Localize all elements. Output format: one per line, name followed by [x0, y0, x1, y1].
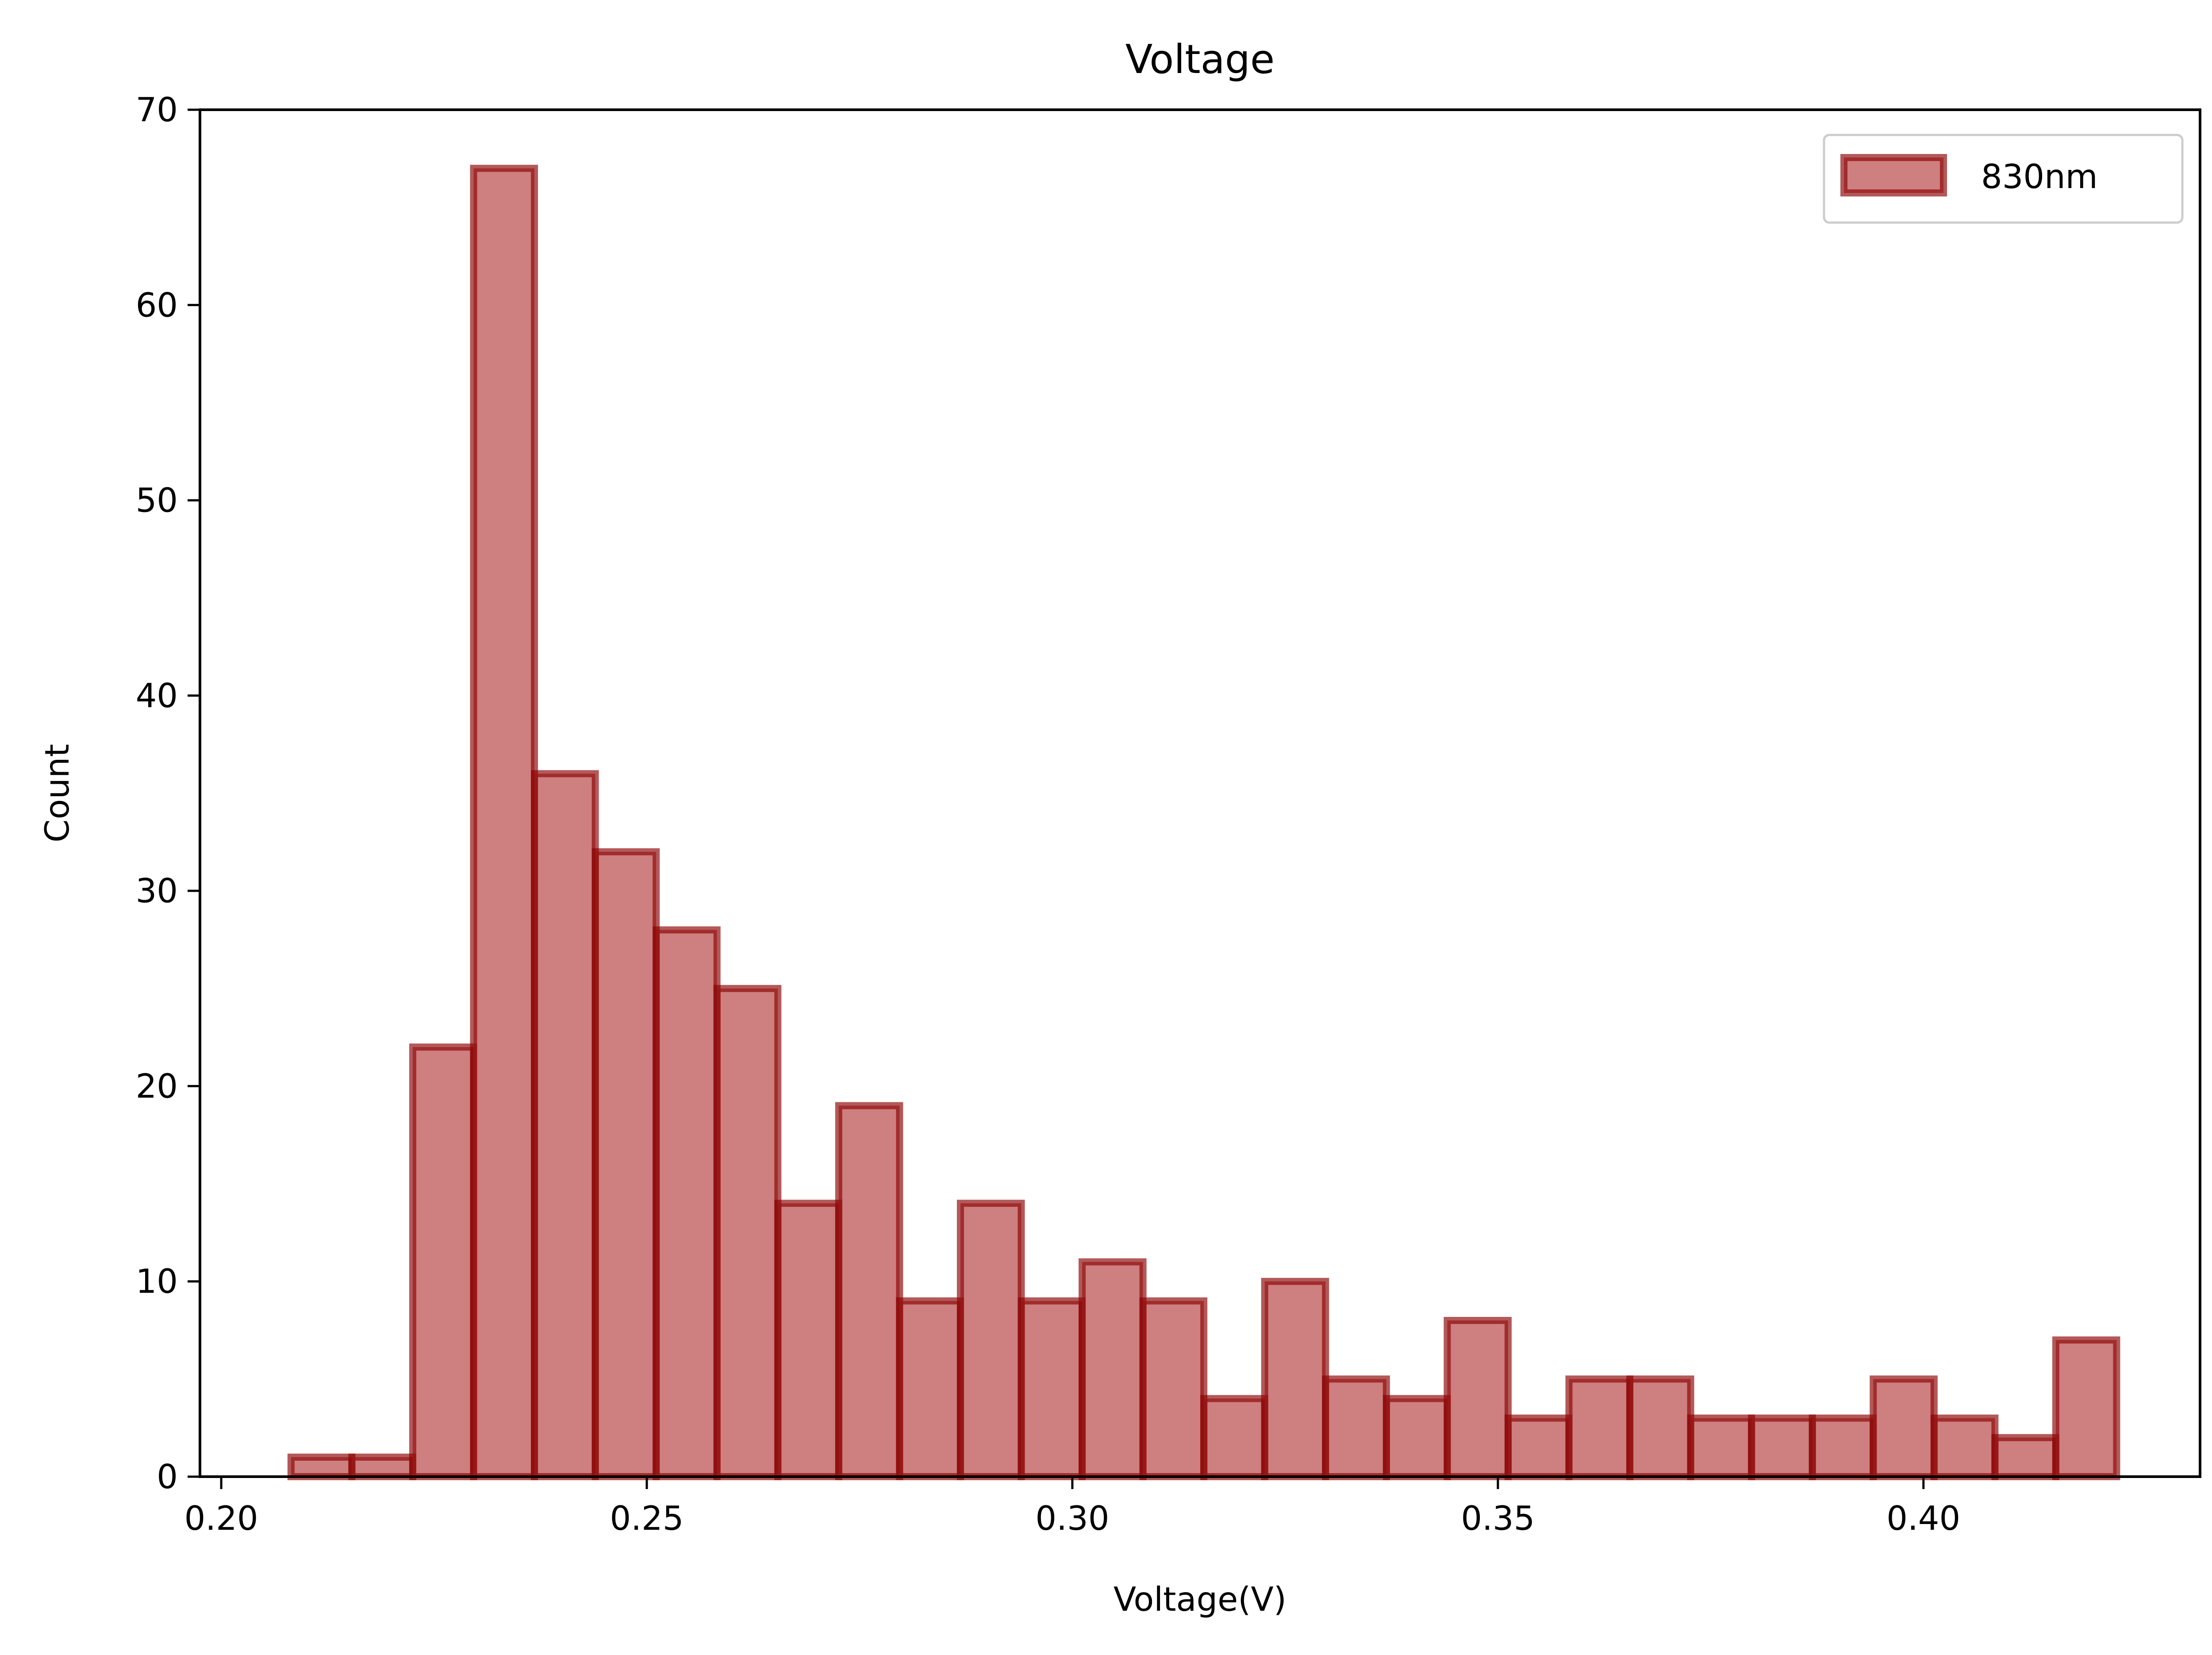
y-tick-label: 60	[136, 285, 178, 324]
histogram-bar	[1626, 1375, 1694, 1481]
histogram-bar	[1504, 1414, 1573, 1480]
y-tick-label: 40	[136, 676, 178, 715]
histogram-bar	[409, 1043, 477, 1480]
histogram-bar	[713, 985, 782, 1480]
bars-layer	[287, 165, 2120, 1481]
x-tick-label: 0.20	[184, 1499, 258, 1538]
histogram-bar	[1322, 1375, 1390, 1481]
y-tick-label: 20	[136, 1066, 178, 1105]
y-axis-label: Count	[38, 744, 77, 843]
histogram-bar	[1261, 1278, 1329, 1481]
histogram-bar	[1748, 1414, 1816, 1480]
histogram-bar	[774, 1200, 842, 1480]
histogram-bar	[956, 1200, 1025, 1480]
x-axis: 0.20 0.25 0.30 0.35 0.40	[184, 1477, 1960, 1538]
y-tick-label: 0	[157, 1457, 178, 1496]
chart-title: Voltage	[1125, 36, 1275, 83]
histogram-bar	[835, 1102, 903, 1480]
histogram-bar	[1444, 1316, 1512, 1480]
histogram-bar	[1991, 1434, 2059, 1481]
histogram-bar	[1139, 1297, 1208, 1480]
histogram-bar	[470, 165, 538, 1480]
histogram-bar	[1687, 1414, 1755, 1480]
histogram-bar	[1930, 1414, 1999, 1480]
histogram-bar	[1200, 1395, 1268, 1480]
histogram-bar	[1565, 1375, 1634, 1481]
legend: 830nm	[1823, 134, 2184, 224]
plot-frame	[199, 108, 2201, 1478]
x-axis-label: Voltage(V)	[1114, 1580, 1286, 1619]
histogram-bar	[1382, 1395, 1451, 1480]
histogram-bar	[896, 1297, 964, 1480]
histogram-bar	[2052, 1336, 2120, 1481]
histogram-bar	[531, 770, 599, 1480]
x-tick-label: 0.25	[610, 1499, 684, 1538]
histogram-bar	[1018, 1297, 1086, 1480]
y-tick-label: 70	[136, 90, 178, 129]
legend-swatch	[1840, 154, 1947, 196]
x-tick-label: 0.35	[1461, 1499, 1535, 1538]
histogram-bar	[287, 1453, 356, 1480]
legend-label-830nm: 830nm	[1981, 157, 2098, 196]
x-tick-label: 0.30	[1035, 1499, 1109, 1538]
y-tick-label: 10	[136, 1262, 178, 1301]
histogram-bar	[348, 1453, 416, 1480]
histogram-bar	[591, 848, 660, 1480]
histogram-bar	[653, 926, 721, 1480]
histogram-bar	[1870, 1375, 1938, 1481]
histogram-bar	[1809, 1414, 1877, 1480]
y-tick-label: 30	[136, 871, 178, 910]
y-tick-label: 50	[136, 481, 178, 520]
y-axis: 0 10 20 30 40 50 60 70	[136, 90, 200, 1496]
x-tick-label: 0.40	[1886, 1499, 1960, 1538]
histogram-bar	[1079, 1258, 1147, 1480]
